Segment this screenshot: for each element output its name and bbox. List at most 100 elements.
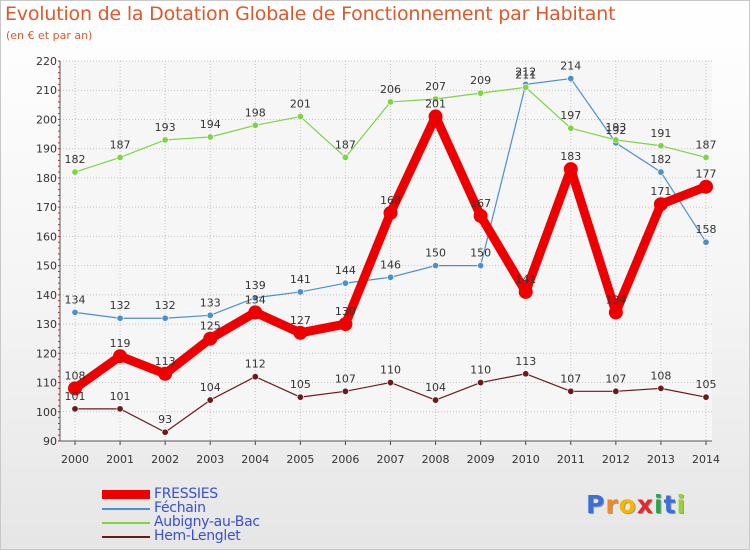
- x-tick-label: 2002: [151, 453, 179, 466]
- data-point: [161, 314, 169, 322]
- legend-swatch: [102, 508, 150, 510]
- data-label: 108: [65, 369, 86, 382]
- data-label: 150: [470, 247, 491, 260]
- logo-letter: o: [618, 490, 637, 519]
- data-label: 201: [425, 98, 446, 111]
- data-point: [251, 373, 259, 381]
- data-label: 113: [155, 355, 176, 368]
- data-point: [657, 384, 665, 392]
- data-label: 134: [605, 293, 626, 306]
- chart-subtitle: (en € et par an): [6, 29, 93, 42]
- data-label: 101: [65, 390, 86, 403]
- data-label: 146: [380, 258, 401, 271]
- x-tick-label: 2009: [467, 453, 495, 466]
- data-point: [567, 75, 575, 83]
- y-tick-label: 140: [36, 289, 57, 302]
- data-point: [293, 325, 308, 340]
- x-tick-label: 2003: [196, 453, 224, 466]
- data-label: 211: [515, 68, 536, 81]
- data-point: [522, 370, 530, 378]
- y-tick-label: 160: [36, 230, 57, 243]
- data-point: [206, 311, 214, 319]
- data-label: 101: [110, 390, 131, 403]
- data-point: [386, 98, 394, 106]
- data-label: 107: [605, 372, 626, 385]
- data-point: [341, 153, 349, 161]
- data-point: [432, 95, 440, 103]
- data-point: [477, 379, 485, 387]
- y-tick-label: 220: [36, 55, 57, 68]
- data-label: 132: [155, 299, 176, 312]
- data-point: [296, 288, 304, 296]
- y-tick-label: 190: [36, 143, 57, 156]
- legend-swatch: [102, 522, 150, 524]
- data-label: 197: [560, 109, 581, 122]
- y-tick-label: 200: [36, 113, 57, 126]
- data-label: 187: [110, 138, 131, 151]
- data-point: [338, 317, 353, 332]
- x-tick-label: 2007: [377, 453, 405, 466]
- legend-label: FRESSIES: [154, 486, 218, 502]
- data-point: [161, 428, 169, 436]
- data-label: 198: [245, 106, 266, 119]
- data-point: [428, 109, 443, 124]
- data-label: 193: [605, 121, 626, 134]
- data-label: 139: [245, 279, 266, 292]
- data-point: [522, 83, 530, 91]
- data-label: 130: [335, 305, 356, 318]
- logo-letter: t: [663, 490, 677, 519]
- data-point: [563, 162, 578, 177]
- logo-letter: r: [605, 490, 619, 519]
- logo-letter: i: [654, 490, 664, 519]
- data-label: 134: [65, 293, 86, 306]
- data-point: [341, 387, 349, 395]
- legend-label: Hem-Lenglet: [154, 528, 241, 544]
- data-point: [653, 197, 668, 212]
- data-label: 93: [158, 413, 172, 426]
- data-point: [383, 206, 398, 220]
- data-label: 201: [290, 98, 311, 111]
- data-point: [657, 142, 665, 150]
- data-label: 158: [696, 223, 717, 236]
- data-point: [158, 366, 173, 381]
- x-tick-label: 2004: [241, 453, 269, 466]
- legend-swatch: [102, 490, 150, 499]
- data-point: [567, 124, 575, 132]
- data-label: 171: [650, 185, 671, 198]
- data-point: [116, 405, 124, 413]
- data-point: [612, 136, 620, 144]
- data-label: 105: [290, 378, 311, 391]
- x-tick-label: 2010: [512, 453, 540, 466]
- data-point: [71, 168, 79, 176]
- data-point: [612, 387, 620, 395]
- data-point: [386, 379, 394, 387]
- data-label: 110: [470, 364, 491, 377]
- data-point: [113, 349, 128, 364]
- data-point: [116, 314, 124, 322]
- data-point: [477, 262, 485, 270]
- data-label: 141: [515, 273, 536, 286]
- data-label: 144: [335, 264, 356, 277]
- data-label: 134: [245, 293, 266, 306]
- x-tick-label: 2006: [331, 453, 359, 466]
- data-point: [251, 294, 259, 302]
- data-point: [702, 153, 710, 161]
- proxiti-logo: Proxiti: [586, 490, 686, 519]
- data-label: 193: [155, 121, 176, 134]
- data-label: 187: [335, 138, 356, 151]
- data-point: [699, 179, 713, 194]
- data-label: 113: [515, 355, 536, 368]
- data-label: 104: [200, 381, 221, 394]
- x-tick-label: 2005: [286, 453, 314, 466]
- data-label: 132: [110, 299, 131, 312]
- data-label: 125: [200, 320, 221, 333]
- data-point: [248, 305, 263, 320]
- chart-title: Evolution de la Dotation Globale de Fonc…: [5, 3, 616, 25]
- data-label: 209: [470, 74, 491, 87]
- data-label: 212: [515, 65, 536, 78]
- y-tick-label: 150: [36, 260, 57, 273]
- y-tick-label: 180: [36, 172, 57, 185]
- data-label: 167: [470, 197, 491, 210]
- data-point: [518, 284, 533, 299]
